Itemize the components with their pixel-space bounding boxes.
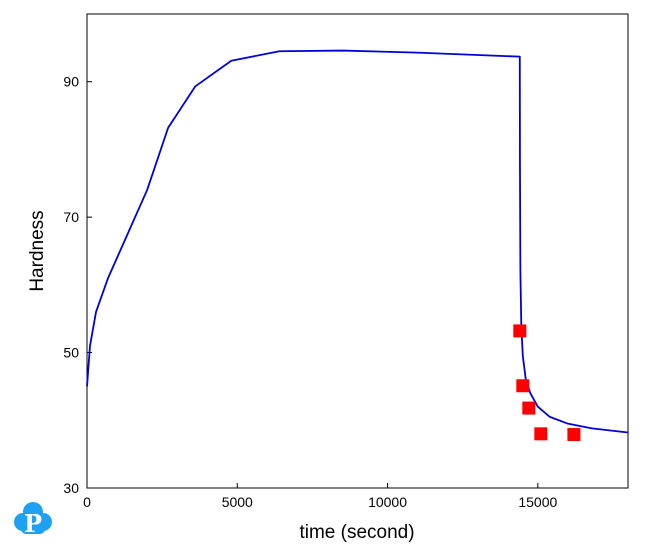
logo-letter: P (24, 509, 42, 538)
x-tick-label: 0 (83, 494, 91, 510)
data-point-marker (513, 324, 527, 338)
data-point-marker (522, 401, 536, 415)
data-point-marker (516, 379, 530, 393)
hardness-line-series (86, 49, 629, 434)
data-point-marker (534, 427, 548, 441)
logo: P (14, 502, 52, 538)
x-axis-ticks: 0 5000 10000 15000 (83, 483, 558, 510)
plot-frame (86, 13, 629, 489)
y-axis-label: Hardness (27, 210, 48, 291)
y-axis-ticks: 30 50 70 90 (63, 74, 92, 496)
cloud-icon (14, 502, 52, 534)
x-tick-label: 5000 (222, 494, 253, 510)
series-layer (86, 49, 629, 442)
y-tick-label: 30 (63, 480, 79, 496)
y-tick-label: 50 (63, 345, 79, 361)
y-tick-label: 90 (63, 74, 79, 90)
x-tick-label: 10000 (368, 494, 407, 510)
x-tick-label: 15000 (518, 494, 557, 510)
y-tick-label: 70 (63, 209, 79, 225)
x-axis-label: time (second) (299, 522, 414, 543)
data-point-marker (567, 428, 581, 442)
